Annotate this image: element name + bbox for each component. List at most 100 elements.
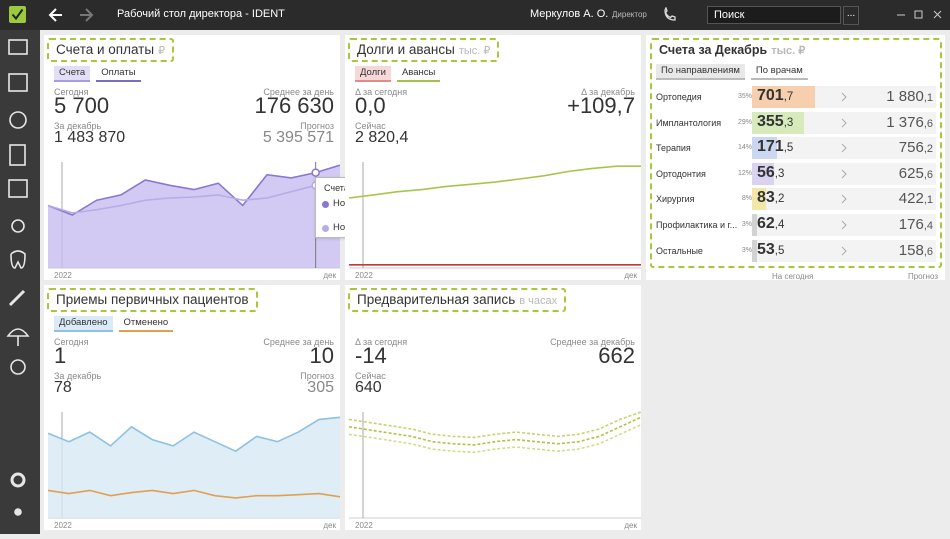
- row-name: Ортопедия: [656, 92, 702, 102]
- tab[interactable]: Счета: [54, 66, 91, 82]
- stat-value: 1: [54, 343, 67, 368]
- row-name: Профилактика и г...: [656, 220, 738, 230]
- nav-calendar[interactable]: [8, 73, 28, 92]
- user-name[interactable]: Меркулов А. О.: [530, 8, 609, 20]
- row-value: 56,3: [757, 164, 784, 182]
- row-forecast: 1 880,1: [886, 88, 933, 106]
- nav-finance[interactable]: [9, 111, 27, 129]
- panel-title-box: Счета и оплаты ₽: [47, 38, 175, 62]
- panel-title-box: Долги и авансы тыс. ₽: [348, 38, 500, 62]
- nav-insurance[interactable]: [6, 328, 30, 346]
- nav-cashbox[interactable]: [9, 144, 26, 166]
- stat-value: 662: [598, 343, 635, 368]
- row-forecast-fraction: ,2: [923, 143, 933, 156]
- stat-label: Среднее за день: [263, 337, 334, 347]
- row-forecast-fraction: ,4: [923, 220, 933, 232]
- panel-title-box: Предварительная запись в часах: [348, 288, 567, 312]
- x-label: дек: [323, 271, 336, 280]
- x-label: 2022: [355, 521, 373, 530]
- category-row[interactable]: Остальные 3% 53,5 158,6: [646, 239, 945, 262]
- row-forecast: 422,1: [899, 190, 933, 208]
- category-row[interactable]: Хирургия 8% 83,2 422,1: [646, 188, 945, 211]
- share-bar: [752, 137, 778, 160]
- chart: [348, 162, 641, 269]
- row-value-main: 83: [757, 189, 775, 207]
- window-controls: [897, 10, 942, 19]
- x-label: 2022: [355, 271, 373, 280]
- line: [348, 165, 641, 199]
- nav-cards[interactable]: [8, 39, 28, 55]
- row-value: 83,2: [757, 189, 784, 207]
- dashed-line: [348, 416, 641, 446]
- row-forecast-main: 176: [898, 216, 924, 233]
- nav-tools[interactable]: [8, 289, 26, 307]
- panel-debts: Долги и авансы тыс. ₽ Долги Авансы Δ за сего…: [345, 35, 641, 280]
- nav-profile[interactable]: [14, 508, 22, 516]
- stat-value: 176 630: [254, 93, 334, 118]
- stat-value: 2 820,4: [355, 129, 409, 146]
- forward-button[interactable]: [80, 8, 94, 22]
- stat-label: Прогноз: [300, 371, 334, 381]
- category-row[interactable]: Терапия 14% 171,5 756,2: [646, 137, 945, 160]
- nav-support[interactable]: [10, 359, 26, 375]
- area-fill: [48, 165, 340, 268]
- tab[interactable]: По направлениям: [656, 64, 745, 80]
- back-button[interactable]: [48, 8, 62, 22]
- row-forecast-main: 422: [898, 190, 924, 208]
- row-background: [752, 239, 936, 262]
- search-box[interactable]: Поиск: [707, 6, 841, 24]
- nav-dental[interactable]: [10, 250, 26, 269]
- stat-label: Сегодня: [54, 337, 89, 347]
- row-background: [752, 137, 936, 160]
- phone-icon[interactable]: [662, 7, 678, 23]
- nav-reports[interactable]: [8, 179, 28, 198]
- tab[interactable]: По врачам: [750, 64, 808, 80]
- panel-title: Счета и оплаты: [56, 42, 155, 57]
- tab[interactable]: Долги: [355, 66, 391, 82]
- nav-icons: [9, 6, 94, 23]
- maximize[interactable]: [914, 10, 923, 19]
- tab[interactable]: Добавлено: [54, 316, 113, 332]
- tab-group: Добавлено Отменено: [54, 316, 174, 332]
- row-value-main: 62: [757, 215, 775, 232]
- row-value: 355,3: [757, 113, 793, 131]
- row-arrow: [841, 92, 847, 102]
- row-name: Остальные: [656, 245, 703, 256]
- category-row[interactable]: Ортодонтия 12% 56,3 625,6: [646, 162, 945, 185]
- row-share: 3%: [741, 246, 752, 254]
- stat-label: Δ за сегодня: [355, 87, 408, 97]
- area-fill: [48, 417, 340, 518]
- stat-value: 5 700: [54, 93, 110, 118]
- panel-unit: тыс. ₽: [458, 45, 491, 57]
- tab[interactable]: Отменено: [118, 316, 174, 332]
- category-row[interactable]: Профилактика и г... 3% 62,4 176,4: [646, 214, 945, 236]
- row-forecast: 176,4: [899, 216, 933, 234]
- tab[interactable]: Оплаты: [96, 66, 141, 82]
- tab[interactable]: Авансы: [396, 66, 441, 82]
- stat-value: 640: [355, 379, 382, 396]
- line: [47, 177, 340, 214]
- row-name: Хирургия: [656, 194, 695, 205]
- share-bar: [752, 239, 758, 262]
- row-value: 62,4: [757, 215, 784, 233]
- share-bar: [752, 214, 758, 236]
- row-forecast: 1 376,6: [886, 114, 933, 132]
- nav-staff[interactable]: [11, 219, 25, 233]
- row-forecast-fraction: ,1: [923, 194, 933, 207]
- share-bar: [752, 111, 805, 134]
- row-forecast-fraction: ,6: [923, 245, 933, 258]
- stat-value: 305: [307, 379, 334, 396]
- search-more[interactable]: ...: [843, 6, 859, 25]
- category-row[interactable]: Имплантология 29% 355,3 1 376,6: [646, 111, 945, 134]
- row-forecast: 625,6: [899, 165, 933, 183]
- nav-settings[interactable]: [10, 472, 26, 488]
- row-forecast-main: 625: [898, 164, 924, 182]
- row-arrow: [841, 169, 847, 179]
- row-arrow: [841, 118, 847, 127]
- category-row[interactable]: Ортопедия 35% 701,7 1 880,1: [646, 86, 945, 108]
- sidebar-icons: [6, 39, 30, 516]
- row-value-main: 355: [757, 112, 784, 130]
- stat-label: Δ за декабрь: [581, 87, 635, 97]
- share-bar: [752, 188, 767, 211]
- close[interactable]: [933, 10, 942, 19]
